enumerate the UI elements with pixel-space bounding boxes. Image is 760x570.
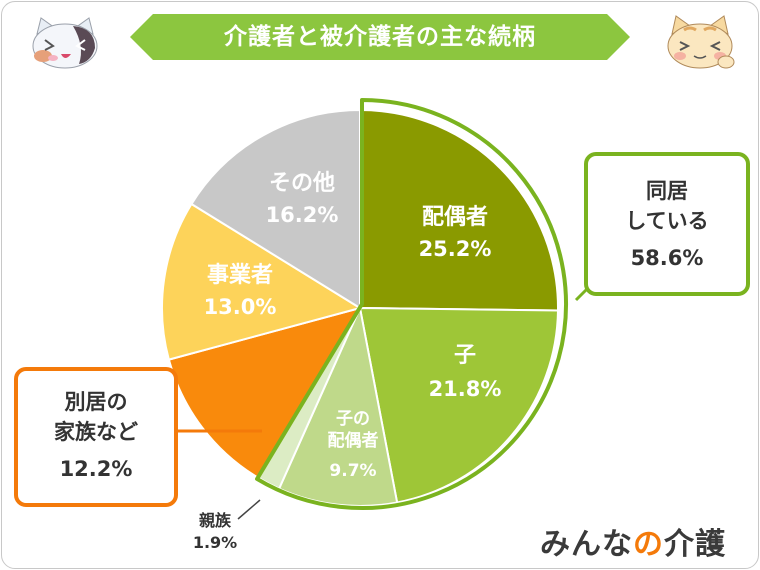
cohabiting-callout: 同居 している 58.6%	[584, 152, 750, 296]
slice-label-other: その他	[269, 171, 335, 196]
slice-label-spouse: 配偶者	[422, 205, 488, 230]
logo-text-1: みんな	[540, 527, 633, 562]
pie-slice-6	[190, 108, 361, 310]
slice-value-relatives: 1.9%	[193, 533, 237, 552]
logo-text-2: の	[633, 527, 664, 562]
pie-slice-1	[358, 306, 559, 504]
separate-family-callout: 別居の 家族など 12.2%	[14, 367, 178, 507]
cohabiting-label-line2: している	[625, 209, 709, 233]
slice-label-business: 事業者	[207, 262, 273, 288]
separate-family-label-line1: 別居の	[64, 390, 128, 414]
slice-label-relatives: 親族	[199, 511, 232, 530]
cohabiting-value: 58.6%	[630, 246, 704, 270]
pie-slice-5	[161, 202, 363, 361]
banner-shape	[130, 14, 630, 60]
separate-family-value: 12.2%	[59, 457, 133, 481]
cohabiting-label-line1: 同居	[646, 179, 688, 203]
cat-mascot-right-icon	[667, 15, 735, 69]
title-banner: 介護者と被介護者の主な続柄	[130, 14, 630, 60]
chart-title: 介護者と被介護者の主な続柄	[224, 24, 536, 50]
separate-family-label-line2: 家族など	[54, 420, 138, 444]
slice-label-child: 子	[454, 343, 476, 368]
cohabiting-group-outline	[255, 98, 568, 510]
slice-value-other: 16.2%	[266, 203, 339, 227]
slice-value-business: 13.0%	[204, 295, 277, 319]
slice-label-child-spouse-1: 子の	[336, 409, 370, 429]
slice-value-child: 21.8%	[429, 377, 502, 401]
brand-logo: みんなの介護	[540, 519, 726, 563]
slice-value-child-spouse: 9.7%	[329, 461, 376, 481]
cat-mascot-left-icon	[32, 17, 98, 69]
logo-text-3: 介護	[664, 527, 726, 562]
slice-label-child-spouse-2: 配偶者	[328, 430, 379, 451]
relatives-leader-line	[237, 499, 261, 520]
pie-slice-0	[359, 108, 559, 312]
slice-value-spouse: 25.2%	[419, 237, 492, 261]
